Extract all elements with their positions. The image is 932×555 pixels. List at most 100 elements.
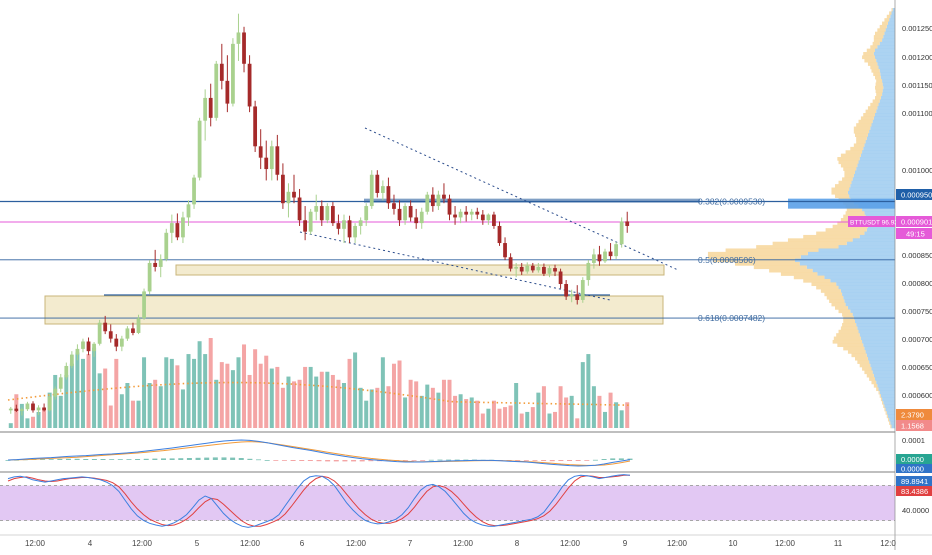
candle-body	[125, 328, 130, 339]
candle-body	[480, 214, 485, 221]
candle-body	[108, 331, 113, 339]
candle-body	[492, 214, 496, 226]
candle-body	[580, 280, 585, 300]
candle-body	[253, 106, 258, 147]
candle-body	[514, 266, 519, 269]
candle-body	[408, 206, 413, 218]
volume-bar	[475, 400, 480, 428]
candle-body	[325, 206, 330, 221]
profile-blue-bar	[866, 136, 895, 141]
candle-body	[97, 322, 102, 344]
profile-orange-bar	[851, 353, 867, 358]
macd-histogram-bar	[351, 460, 357, 462]
volume-bar	[19, 403, 24, 428]
volume-bar	[297, 379, 302, 428]
profile-orange-bar	[875, 82, 883, 87]
profile-orange-bar	[753, 265, 807, 270]
profile-blue-bar	[862, 339, 895, 344]
current-price-tag	[896, 216, 932, 227]
profile-orange-bar	[803, 234, 860, 239]
profile-orange-bar	[856, 140, 866, 144]
profile-orange-bar	[712, 258, 795, 263]
candle-body	[175, 223, 180, 238]
candle-body	[219, 63, 224, 81]
profile-orange-bar	[864, 370, 873, 375]
volume-bar	[614, 402, 619, 428]
profile-blue-bar	[845, 302, 895, 307]
macd-histogram-bar	[325, 460, 331, 462]
macd-tick-label: 0.0001	[902, 436, 925, 445]
candle-body	[231, 43, 235, 104]
profile-blue-bar	[830, 278, 895, 283]
volume-bar	[447, 379, 452, 428]
stoch-rsi-d-line	[7, 474, 630, 527]
profile-orange-bar	[816, 231, 865, 236]
profile-orange-bar	[870, 45, 878, 49]
candle-body	[542, 266, 546, 274]
time-tick-label: 12:00	[667, 539, 688, 548]
macd-histogram-bar	[428, 459, 434, 461]
profile-blue-bar	[859, 333, 895, 337]
candle-body	[8, 408, 13, 411]
profile-blue-bar	[889, 18, 895, 22]
macd-histogram-bar	[161, 458, 166, 460]
profile-blue-bar	[887, 21, 895, 26]
candle-body	[536, 266, 541, 271]
profile-orange-bar	[772, 241, 847, 246]
macd-histogram-bar	[169, 458, 175, 460]
volume-bar	[597, 395, 602, 428]
candle-body	[475, 211, 480, 215]
countdown-tag	[896, 228, 932, 239]
profile-orange-bar	[780, 272, 818, 276]
profile-orange-bar	[840, 326, 858, 331]
profile-blue-bar	[878, 102, 895, 107]
candle-body	[225, 80, 230, 104]
symbol-tag-text: BTTUSDT 96.93K	[850, 220, 903, 227]
candle-body	[14, 408, 19, 411]
profile-blue-bar	[884, 31, 895, 36]
volume-bar	[197, 341, 202, 428]
volume-bar	[169, 358, 174, 428]
profile-blue-bar	[883, 35, 895, 39]
volume-bar	[225, 363, 230, 428]
candle-body	[569, 294, 574, 297]
candle-body	[192, 177, 196, 205]
macd-histogram-bar	[40, 459, 46, 460]
candle-body	[353, 225, 357, 238]
profile-orange-bar	[880, 397, 883, 402]
volume-bar	[564, 397, 569, 428]
profile-orange-bar	[875, 75, 881, 80]
profile-orange-bar	[884, 18, 890, 22]
profile-orange-bar	[869, 377, 875, 381]
candle-body	[64, 365, 69, 378]
profile-blue-bar	[859, 157, 895, 161]
time-tick-label: 6	[300, 539, 305, 548]
macd-histogram-bar	[204, 457, 210, 460]
time-tick-label: 7	[408, 539, 413, 548]
profile-orange-bar	[858, 119, 873, 124]
descending-trendline-upper	[364, 127, 679, 271]
profile-orange-bar	[889, 421, 891, 425]
candle-body	[69, 354, 74, 366]
profile-orange-bar	[846, 207, 863, 212]
macd-signal-line	[7, 441, 631, 466]
volume-bar	[175, 365, 180, 428]
volume-bar	[242, 344, 247, 428]
candle-body	[347, 220, 352, 238]
volume-bar	[30, 416, 35, 428]
profile-orange-bar	[833, 336, 861, 341]
macd-histogram-bar	[532, 460, 538, 461]
profile-orange-bar	[872, 41, 880, 46]
macd-histogram-bar	[48, 459, 54, 460]
profile-orange-bar	[811, 282, 837, 287]
stoch-rsi-k-line	[7, 474, 631, 528]
profile-blue-bar	[799, 262, 895, 266]
candle-body	[464, 211, 469, 215]
volume-bar	[553, 411, 558, 428]
profile-orange-bar	[875, 89, 883, 93]
candle-body	[614, 244, 619, 257]
volume-bar	[430, 387, 435, 428]
volume-bar	[414, 381, 419, 428]
profile-orange-bar	[885, 411, 887, 415]
candle-body	[136, 318, 141, 333]
